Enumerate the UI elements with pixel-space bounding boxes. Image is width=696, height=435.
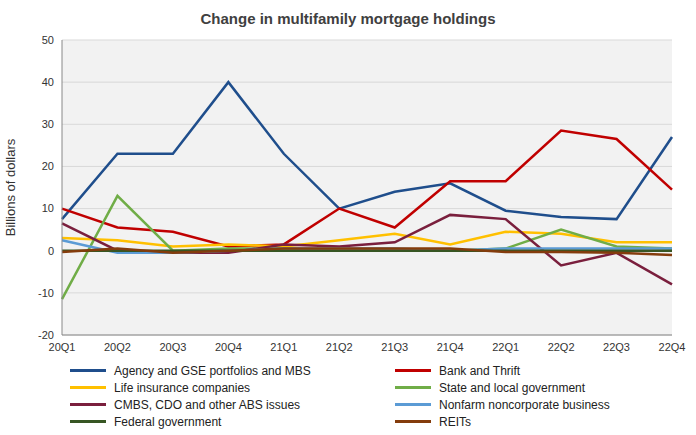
html-text:State and local government: State and local government: [439, 380, 586, 395]
html-text:Agency and GSE portfolios and: Agency and GSE portfolios and MBS: [114, 363, 311, 378]
html-text:CMBS, CDO and other ABS issues: CMBS, CDO and other ABS issues: [114, 397, 301, 412]
svg-text:10: 10: [42, 202, 54, 214]
html-text:Bank and Thrift: Bank and Thrift: [439, 363, 521, 378]
svg-text:20: 20: [42, 160, 54, 172]
svg-text:21Q3: 21Q3: [381, 341, 408, 353]
svg-text:50: 50: [42, 34, 54, 46]
html-text:Nonfarm noncorporate business: Nonfarm noncorporate business: [439, 397, 610, 412]
svg-text:40: 40: [42, 76, 54, 88]
svg-text:Billions of dollars: Billions of dollars: [8, 138, 18, 236]
svg-text:-20: -20: [38, 329, 54, 341]
svg-text:22Q4: 22Q4: [659, 341, 686, 353]
svg-text:22Q2: 22Q2: [548, 341, 575, 353]
html-text:Federal government: Federal government: [114, 414, 222, 429]
html-text:Life insurance companies: Life insurance companies: [114, 380, 251, 395]
svg-text:-10: -10: [38, 287, 54, 299]
svg-text:20Q2: 20Q2: [104, 341, 131, 353]
svg-text:22Q3: 22Q3: [603, 341, 630, 353]
svg-text:21Q1: 21Q1: [270, 341, 297, 353]
svg-text:30: 30: [42, 118, 54, 130]
svg-text:20Q3: 20Q3: [159, 341, 186, 353]
svg-text:22Q1: 22Q1: [492, 341, 519, 353]
svg-text:21Q4: 21Q4: [437, 341, 464, 353]
svg-text:20Q4: 20Q4: [215, 341, 242, 353]
html-text:REITs: REITs: [439, 414, 471, 429]
svg-text:21Q2: 21Q2: [326, 341, 353, 353]
html-text:Change in multifamily mortgage: Change in multifamily mortgage holdings: [200, 10, 496, 27]
svg-text:20Q1: 20Q1: [49, 341, 76, 353]
svg-text:0: 0: [48, 245, 54, 257]
